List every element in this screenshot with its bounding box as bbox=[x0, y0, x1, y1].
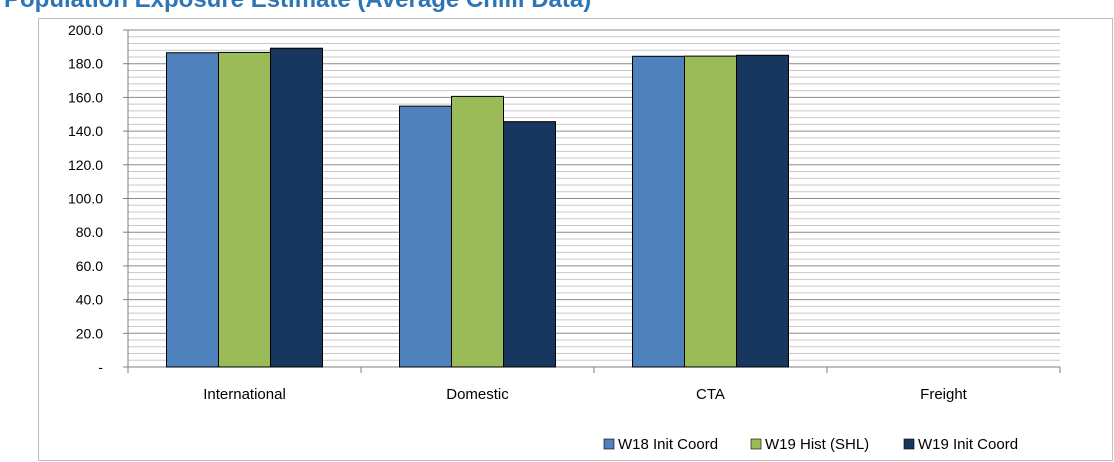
x-category-label: International bbox=[203, 386, 286, 403]
legend: W18 Init Coord W19 Hist (SHL) W19 Init Coo… bbox=[603, 436, 1018, 453]
bar bbox=[166, 52, 219, 368]
legend-swatch bbox=[750, 438, 762, 450]
legend-swatch bbox=[903, 438, 915, 450]
legend-swatch bbox=[603, 438, 615, 450]
y-tick-label: 160.0 bbox=[68, 89, 103, 105]
bar bbox=[399, 105, 452, 368]
bars bbox=[166, 47, 789, 368]
legend-label: W19 Init Coord bbox=[918, 436, 1018, 453]
bar bbox=[736, 54, 789, 368]
y-tick-label: 200.0 bbox=[68, 22, 103, 38]
y-tick-label: 120.0 bbox=[68, 157, 103, 173]
bar bbox=[632, 55, 685, 368]
bar bbox=[451, 95, 504, 368]
y-tick-label: 20.0 bbox=[76, 325, 103, 341]
bar bbox=[684, 55, 737, 368]
x-category-label: Freight bbox=[920, 386, 968, 403]
y-tick-label: 140.0 bbox=[68, 123, 103, 139]
y-axis: - 20.0 40.0 60.0 80.0 100.0 120.0 140.0 160.0 180… bbox=[68, 22, 129, 375]
x-category-label: Domestic bbox=[446, 386, 509, 403]
legend-label: W19 Hist (SHL) bbox=[765, 436, 869, 453]
legend-label: W18 Init Coord bbox=[618, 436, 718, 453]
y-tick-label: - bbox=[98, 359, 103, 375]
y-tick-label: 40.0 bbox=[76, 292, 103, 308]
bar bbox=[218, 51, 271, 368]
y-tick-label: 60.0 bbox=[76, 258, 103, 274]
bar bbox=[270, 47, 323, 368]
y-tick-label: 180.0 bbox=[68, 56, 103, 72]
bar bbox=[503, 121, 556, 368]
y-tick-label: 80.0 bbox=[76, 224, 103, 240]
chart-title: Population Exposure Estimate (Average Ch… bbox=[4, 0, 591, 14]
chart-title-strip: Population Exposure Estimate (Average Ch… bbox=[0, 0, 1114, 18]
x-axis: International Domestic CTA Freight bbox=[127, 366, 1061, 403]
x-category-label: CTA bbox=[696, 386, 725, 403]
y-tick-label: 100.0 bbox=[68, 191, 103, 207]
